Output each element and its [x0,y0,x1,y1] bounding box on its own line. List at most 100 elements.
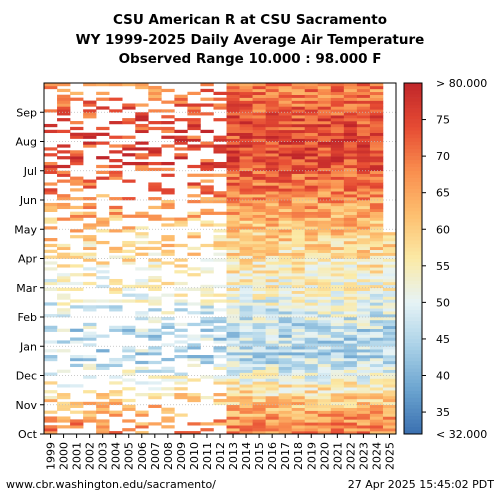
heatmap-cell [57,401,71,406]
heatmap-cell [252,363,266,368]
heatmap-cell [239,302,253,306]
heatmap-cell [44,249,58,253]
heatmap-cell [57,425,71,429]
heatmap-cell [291,273,306,277]
heatmap-cell [70,401,84,406]
heatmap-cell [356,164,371,169]
heatmap-cell [44,255,58,259]
heatmap-cell [369,191,384,195]
heatmap-cell [278,334,293,338]
heatmap-cell [44,164,58,169]
heatmap-cell [369,202,384,207]
heatmap-cell [226,431,240,435]
colorbar-segment [404,251,422,256]
colorbar-segment [404,401,422,406]
heatmap-cell [291,311,306,315]
heatmap-cell [213,229,227,233]
heatmap-cell [343,135,358,139]
heatmap-cell [239,267,253,271]
heatmap-cell [291,217,306,221]
heatmap-cell [278,197,293,201]
heatmap-cell [83,419,97,423]
heatmap-cell [291,147,306,151]
heatmap-cell [356,428,371,432]
heatmap-cell [83,235,97,239]
heatmap-cell [213,308,227,312]
heatmap-cell [252,340,266,344]
heatmap-cell [70,235,84,239]
heatmap-cell [304,308,319,312]
heatmap-cell [239,387,253,391]
heatmap-cell [330,191,345,195]
heatmap-cell [330,317,345,321]
heatmap-cell [291,106,306,110]
heatmap-cell [213,355,227,359]
y-tick-label: Jun [19,194,37,207]
heatmap-cell [278,419,293,423]
heatmap-cell [187,123,201,128]
heatmap-cell [200,319,214,324]
source-url[interactable]: www.cbr.washington.edu/sacramento/ [6,478,216,491]
heatmap-cell [122,144,136,148]
x-tick-label: 2003 [97,442,110,470]
heatmap-cell [291,325,306,329]
heatmap-cell [57,118,71,122]
heatmap-cell [304,387,319,391]
heatmap-cell [382,252,397,256]
heatmap-cell [356,159,371,163]
heatmap-cell [291,366,306,370]
x-tick-label: 2017 [279,442,292,470]
heatmap-cell [265,179,279,183]
heatmap-cell [382,355,397,359]
heatmap-cell [356,94,371,98]
heatmap-cell [382,398,397,403]
heatmap-cell [265,83,279,87]
heatmap-cell [252,214,266,218]
heatmap-cell [356,112,371,116]
heatmap-cell [187,144,201,148]
heatmap-cell [239,147,253,151]
heatmap-cell [356,200,371,204]
heatmap-cell [278,109,293,113]
heatmap-cell [369,167,384,172]
heatmap-cell [239,252,253,256]
heatmap-cell [343,425,358,429]
heatmap-cell [252,226,266,230]
heatmap-cell [57,194,71,198]
heatmap-cell [148,150,162,154]
heatmap-cell [265,314,279,318]
heatmap-cell [122,349,136,353]
heatmap-cell [356,217,371,221]
heatmap-cell [239,123,253,128]
heatmap-cell [252,284,266,289]
heatmap-cell [174,293,188,297]
heatmap-cell [148,94,162,98]
heatmap-cell [330,267,345,271]
heatmap-cell [382,395,397,400]
heatmap-cell [382,328,397,332]
heatmap-cell [291,395,306,400]
x-tick-label: 2023 [357,442,370,470]
heatmap-cell [252,413,266,417]
heatmap-cell [369,123,384,128]
heatmap-cell [291,94,306,98]
heatmap-cell [226,355,240,359]
heatmap-cell [343,112,358,116]
heatmap-cell [317,270,332,274]
heatmap-cell [317,106,332,110]
heatmap-cell [317,419,332,423]
heatmap-cell [226,404,240,408]
heatmap-cell [213,366,227,370]
heatmap-cell [109,255,123,259]
heatmap-cell [252,366,266,370]
heatmap-cell [278,305,293,309]
heatmap-cell [70,337,84,341]
heatmap-cell [135,153,149,157]
heatmap-cell [57,106,71,110]
heatmap-cell [200,129,214,134]
heatmap-cell [291,197,306,201]
heatmap-cell [304,363,319,368]
heatmap-cell [200,88,214,93]
heatmap-cell [213,422,227,426]
heatmap-cell [265,293,279,297]
